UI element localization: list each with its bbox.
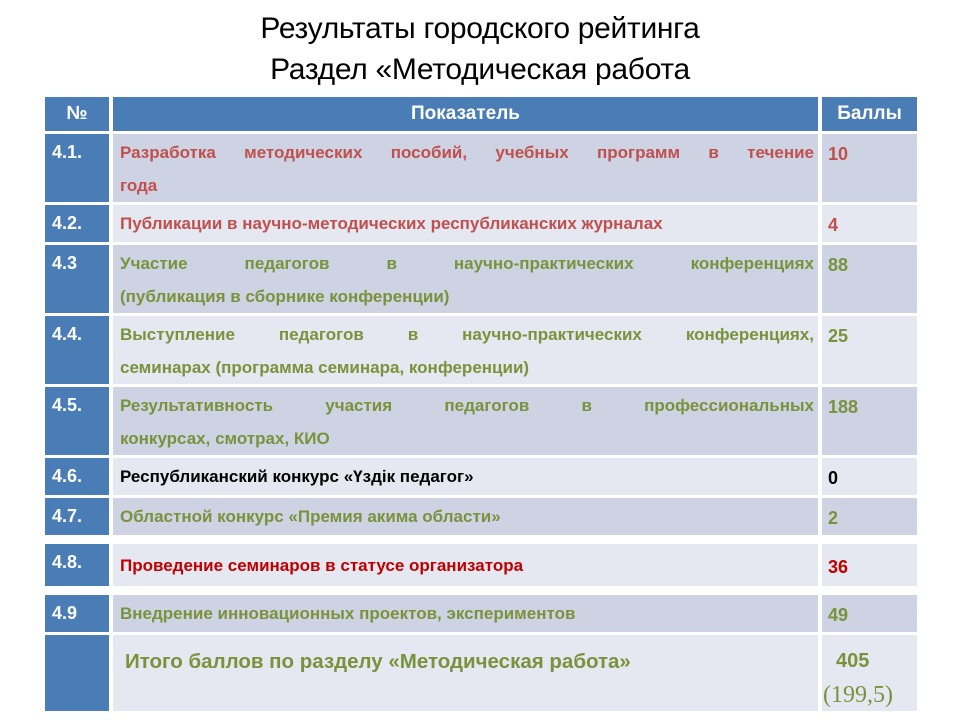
row-number-cell: 4.2. bbox=[45, 205, 109, 242]
indicator-line-2: года bbox=[120, 176, 158, 195]
indicator-cell: Областной конкурс «Премия акима области» bbox=[113, 498, 818, 535]
table-row: 4.6. Республиканский конкурс «Үздік педа… bbox=[45, 458, 917, 495]
title-line-1: Результаты городского рейтинга bbox=[260, 12, 700, 45]
table-header-row: № Показатель Баллы bbox=[45, 97, 917, 131]
indicator-line-1: Публикации в научно-методических республ… bbox=[120, 214, 663, 233]
indicator-line-1: Выступление педагогов в научно-практичес… bbox=[120, 325, 814, 344]
row-number-cell: 4.6. bbox=[45, 458, 109, 495]
total-points-main: 405 bbox=[836, 650, 870, 672]
table-row: 4.7. Областной конкурс «Премия акима обл… bbox=[45, 498, 917, 535]
total-label: Итого баллов по разделу «Методическая ра… bbox=[125, 650, 631, 673]
total-points-cell: 405 (199,5) bbox=[822, 635, 917, 711]
table-row: 4.2. Публикации в научно-методических ре… bbox=[45, 205, 917, 242]
header-cell-points: Баллы bbox=[822, 97, 917, 131]
indicator-line-1: Проведение семинаров в статусе организат… bbox=[120, 556, 524, 575]
row-number-cell: 4.9 bbox=[45, 595, 109, 632]
table-row: 4.5. Результативность участия педагогов … bbox=[45, 387, 917, 455]
header-cell-indicator: Показатель bbox=[113, 97, 818, 131]
indicator-cell: Публикации в научно-методических республ… bbox=[113, 205, 818, 242]
points-cell: 0 bbox=[822, 458, 917, 495]
title-line-2: Раздел «Методическая работа bbox=[270, 53, 690, 86]
row-number-cell: 4.5. bbox=[45, 387, 109, 455]
points-cell: 88 bbox=[822, 245, 917, 313]
indicator-line-1: Разработка методических пособий, учебных… bbox=[120, 143, 814, 162]
points-cell: 10 bbox=[822, 134, 917, 202]
table-row: 4.1. Разработка методических пособий, уч… bbox=[45, 134, 917, 202]
indicator-cell: Разработка методических пособий, учебных… bbox=[113, 134, 818, 202]
points-cell: 25 bbox=[822, 316, 917, 384]
indicator-line-1: Участие педагогов в научно-практических … bbox=[120, 254, 814, 273]
indicator-cell: Проведение семинаров в статусе организат… bbox=[113, 544, 818, 586]
header-cell-num: № bbox=[45, 97, 109, 131]
row-number-cell bbox=[45, 635, 109, 711]
indicator-cell: Внедрение инновационных проектов, экспер… bbox=[113, 595, 818, 632]
indicator-line-2: (публикация в сборнике конференции) bbox=[120, 287, 450, 306]
total-label-cell: Итого баллов по разделу «Методическая ра… bbox=[113, 635, 818, 711]
indicator-line-1: Внедрение инновационных проектов, экспер… bbox=[120, 604, 576, 623]
indicator-cell: Республиканский конкурс «Үздік педагог» bbox=[113, 458, 818, 495]
slide-title: Результаты городского рейтинга Раздел «М… bbox=[0, 8, 960, 90]
points-cell: 2 bbox=[822, 498, 917, 535]
indicator-cell: Результативность участия педагогов в про… bbox=[113, 387, 818, 455]
row-number-cell: 4.1. bbox=[45, 134, 109, 202]
table-row: 4.8. Проведение семинаров в статусе орга… bbox=[45, 544, 917, 586]
row-number-cell: 4.3 bbox=[45, 245, 109, 313]
table-row: 4.9 Внедрение инновационных проектов, эк… bbox=[45, 595, 917, 632]
indicator-line-1: Результативность участия педагогов в про… bbox=[120, 396, 814, 415]
table-row: 4.4. Выступление педагогов в научно-прак… bbox=[45, 316, 917, 384]
indicator-line-1: Республиканский конкурс «Үздік педагог» bbox=[120, 467, 474, 486]
indicator-line-2: конкурсах, смотрах, КИО bbox=[120, 429, 330, 448]
table-row: 4.3 Участие педагогов в научно-практичес… bbox=[45, 245, 917, 313]
points-cell: 49 bbox=[822, 595, 917, 632]
total-points-sub: (199,5) bbox=[823, 682, 893, 708]
indicator-cell: Участие педагогов в научно-практических … bbox=[113, 245, 818, 313]
row-number-cell: 4.7. bbox=[45, 498, 109, 535]
points-cell: 188 bbox=[822, 387, 917, 455]
points-cell: 36 bbox=[822, 544, 917, 586]
row-number-cell: 4.8. bbox=[45, 544, 109, 586]
indicator-cell: Выступление педагогов в научно-практичес… bbox=[113, 316, 818, 384]
indicator-line-1: Областной конкурс «Премия акима области» bbox=[120, 507, 501, 526]
points-cell: 4 bbox=[822, 205, 917, 242]
total-row: Итого баллов по разделу «Методическая ра… bbox=[45, 635, 917, 711]
indicator-line-2: семинарах (программа семинара, конференц… bbox=[120, 358, 530, 377]
rating-table: № Показатель Баллы 4.1. Разработка метод… bbox=[45, 97, 917, 711]
row-number-cell: 4.4. bbox=[45, 316, 109, 384]
